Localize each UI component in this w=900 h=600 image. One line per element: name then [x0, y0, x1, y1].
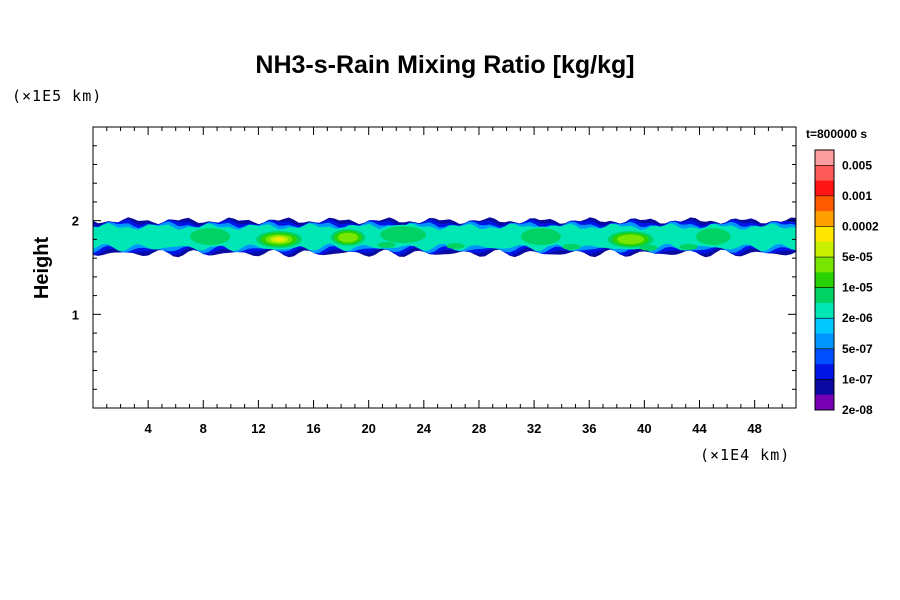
concentration-blob — [521, 228, 561, 245]
x-tick-label: 16 — [306, 421, 320, 436]
colorbar-swatch — [815, 272, 834, 288]
detached-cell — [679, 243, 698, 250]
colorbar-swatch — [815, 211, 834, 227]
x-unit-label: (×1E4 km) — [700, 446, 790, 464]
x-tick-label: 36 — [582, 421, 596, 436]
colorbar-swatch — [815, 348, 834, 365]
detached-cell — [639, 244, 658, 251]
colorbar: 0.005 0.001 0.0002 5e-05 1e-05 2e-06 5e-07 1e-0… — [814, 149, 879, 417]
y-unit-label: (×1E5 km) — [12, 87, 102, 105]
colorbar-label: 1e-07 — [842, 372, 873, 386]
colorbar-swatch — [815, 150, 834, 166]
colorbar-swatch — [815, 241, 834, 258]
concentration-blob — [696, 228, 731, 245]
y-axis-label: Height — [31, 237, 53, 300]
colorbar-label: 5e-07 — [842, 342, 873, 356]
colorbar-label: 5e-05 — [842, 250, 873, 264]
concentration-blob — [275, 237, 284, 241]
colorbar-swatch — [815, 287, 834, 304]
concentration-blob — [617, 234, 645, 245]
x-tick-label: 40 — [637, 421, 651, 436]
colorbar-label: 0.0002 — [842, 219, 879, 233]
y-tick-label: 1 — [72, 307, 79, 322]
colorbar-swatch — [815, 394, 834, 411]
x-tick-label: 12 — [251, 421, 265, 436]
x-tick-label: 28 — [472, 421, 486, 436]
x-tick-label: 44 — [692, 421, 707, 436]
colorbar-swatch — [815, 195, 834, 212]
plot-area — [93, 217, 796, 258]
colorbar-swatch — [815, 180, 834, 197]
colorbar-swatch — [815, 226, 834, 243]
colorbar-label: 1e-05 — [842, 281, 873, 295]
x-tick-label: 48 — [747, 421, 761, 436]
x-tick-label: 32 — [527, 421, 541, 436]
colorbar-swatch — [815, 333, 834, 350]
colorbar-label: 0.001 — [842, 189, 872, 203]
colorbar-swatch — [815, 165, 834, 181]
x-tick-label: 8 — [200, 421, 207, 436]
rain-band — [93, 217, 796, 258]
colorbar-label: 2e-08 — [842, 403, 873, 417]
concentration-blob — [380, 226, 426, 243]
colorbar-swatch — [815, 257, 834, 273]
colorbar-swatch — [815, 364, 834, 380]
detached-cell — [377, 242, 396, 248]
chart-title: NH3-s-Rain Mixing Ratio [kg/kg] — [255, 51, 634, 79]
x-tick-label: 24 — [417, 421, 432, 436]
y-tick-label: 2 — [72, 214, 79, 229]
concentration-blob — [190, 228, 231, 245]
colorbar-label: 2e-06 — [842, 311, 873, 325]
concentration-blob — [337, 232, 359, 243]
colorbar-label: 0.005 — [842, 158, 872, 172]
detached-cell — [562, 243, 581, 250]
x-tick-label: 20 — [361, 421, 375, 436]
detached-cell — [446, 243, 465, 249]
axes-frame — [92, 126, 797, 409]
x-tick-label: 4 — [145, 421, 153, 436]
colorbar-swatch — [815, 302, 834, 319]
colorbar-title: t=800000 s — [806, 127, 867, 141]
colorbar-swatch — [815, 379, 834, 396]
colorbar-swatch — [815, 318, 834, 334]
